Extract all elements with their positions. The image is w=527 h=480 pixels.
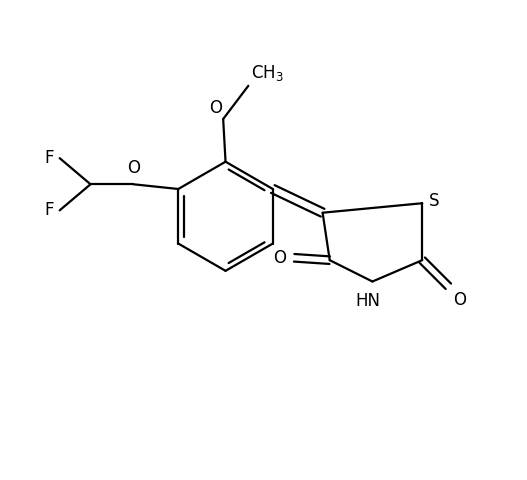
Text: F: F bbox=[44, 149, 54, 167]
Text: CH$_3$: CH$_3$ bbox=[251, 63, 284, 84]
Text: O: O bbox=[453, 291, 466, 309]
Text: O: O bbox=[209, 99, 222, 117]
Text: O: O bbox=[126, 159, 140, 177]
Text: O: O bbox=[274, 249, 287, 267]
Text: HN: HN bbox=[355, 292, 380, 310]
Text: S: S bbox=[430, 192, 440, 210]
Text: F: F bbox=[44, 201, 54, 219]
